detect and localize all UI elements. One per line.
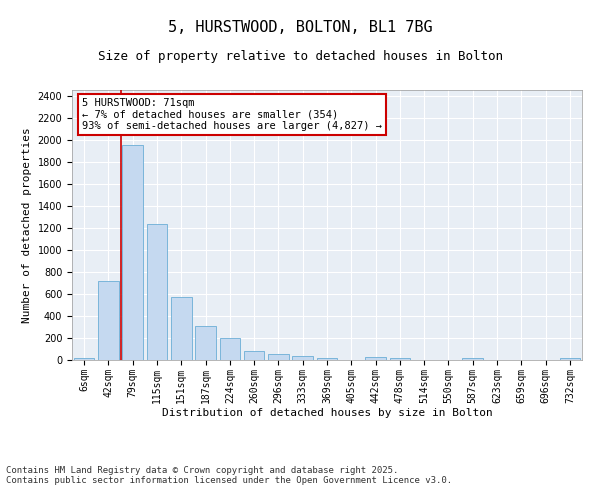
Bar: [560, 358, 580, 360]
Bar: [317, 358, 337, 360]
Bar: [292, 356, 313, 360]
Text: Size of property relative to detached houses in Bolton: Size of property relative to detached ho…: [97, 50, 503, 63]
Bar: [365, 356, 386, 360]
Bar: [122, 145, 143, 360]
Bar: [389, 358, 410, 360]
Text: 5 HURSTWOOD: 71sqm
← 7% of detached houses are smaller (354)
93% of semi-detache: 5 HURSTWOOD: 71sqm ← 7% of detached hous…: [82, 98, 382, 132]
Bar: [463, 358, 483, 360]
Bar: [220, 338, 240, 360]
Bar: [195, 326, 216, 360]
Bar: [268, 354, 289, 360]
Bar: [244, 350, 265, 360]
Y-axis label: Number of detached properties: Number of detached properties: [22, 127, 32, 323]
Bar: [74, 358, 94, 360]
Bar: [171, 296, 191, 360]
Text: Contains HM Land Registry data © Crown copyright and database right 2025.
Contai: Contains HM Land Registry data © Crown c…: [6, 466, 452, 485]
Bar: [146, 224, 167, 360]
Text: 5, HURSTWOOD, BOLTON, BL1 7BG: 5, HURSTWOOD, BOLTON, BL1 7BG: [167, 20, 433, 35]
X-axis label: Distribution of detached houses by size in Bolton: Distribution of detached houses by size …: [161, 408, 493, 418]
Bar: [98, 280, 119, 360]
